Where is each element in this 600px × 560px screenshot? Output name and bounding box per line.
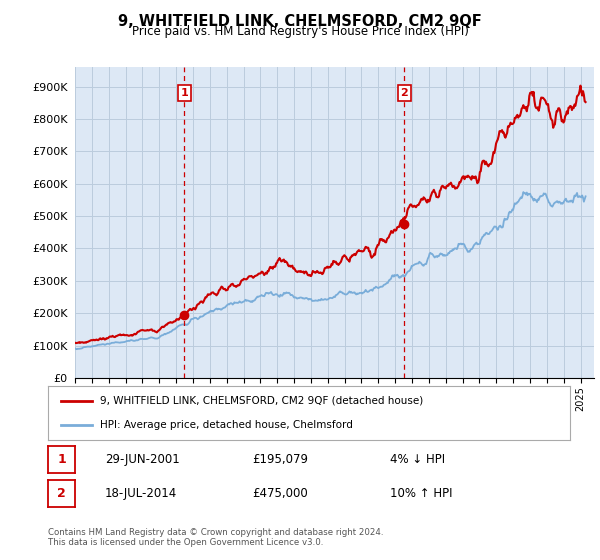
Text: 2: 2 xyxy=(57,487,66,500)
Text: £195,079: £195,079 xyxy=(252,453,308,466)
Text: 1: 1 xyxy=(181,88,188,98)
Text: 9, WHITFIELD LINK, CHELMSFORD, CM2 9QF (detached house): 9, WHITFIELD LINK, CHELMSFORD, CM2 9QF (… xyxy=(100,396,424,406)
Text: Contains HM Land Registry data © Crown copyright and database right 2024.
This d: Contains HM Land Registry data © Crown c… xyxy=(48,528,383,547)
Text: 1: 1 xyxy=(57,453,66,466)
Text: 9, WHITFIELD LINK, CHELMSFORD, CM2 9QF: 9, WHITFIELD LINK, CHELMSFORD, CM2 9QF xyxy=(118,14,482,29)
Text: Price paid vs. HM Land Registry's House Price Index (HPI): Price paid vs. HM Land Registry's House … xyxy=(131,25,469,38)
Text: 2: 2 xyxy=(400,88,408,98)
Text: 29-JUN-2001: 29-JUN-2001 xyxy=(105,453,180,466)
Text: 10% ↑ HPI: 10% ↑ HPI xyxy=(390,487,452,500)
Text: £475,000: £475,000 xyxy=(252,487,308,500)
Text: HPI: Average price, detached house, Chelmsford: HPI: Average price, detached house, Chel… xyxy=(100,420,353,430)
Text: 4% ↓ HPI: 4% ↓ HPI xyxy=(390,453,445,466)
Text: 18-JUL-2014: 18-JUL-2014 xyxy=(105,487,177,500)
